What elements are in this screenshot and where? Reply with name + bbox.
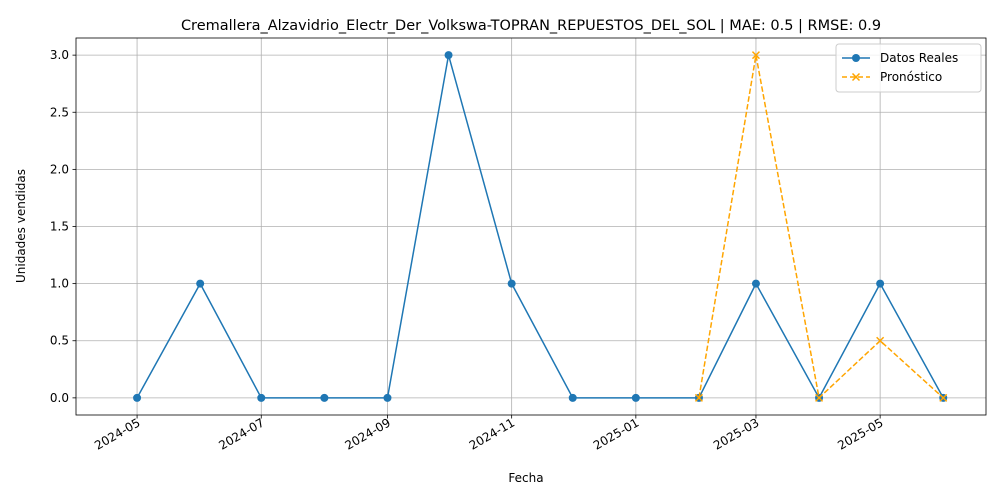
series <box>133 51 948 402</box>
legend: Datos Reales Pronóstico <box>835 43 982 93</box>
legend-marker-datos-reales <box>852 54 860 62</box>
data-point <box>320 393 329 402</box>
data-point <box>631 393 640 402</box>
data-point <box>876 279 885 288</box>
data-point <box>196 279 205 288</box>
legend-label-pronostico: Pronóstico <box>880 70 942 84</box>
data-point <box>257 393 266 402</box>
data-point <box>444 51 453 60</box>
y-tick-label: 0.5 <box>50 334 69 348</box>
data-point <box>568 393 577 402</box>
y-tick-label: 2.0 <box>50 162 69 176</box>
y-tick-label: 1.0 <box>50 277 69 291</box>
y-tick-label: 0.0 <box>50 391 69 405</box>
data-point <box>507 279 516 288</box>
data-point <box>751 279 760 288</box>
legend-label-datos-reales: Datos Reales <box>880 51 958 65</box>
chart-title: Cremallera_Alzavidrio_Electr_Der_Volkswa… <box>181 18 881 34</box>
series-line-0 <box>136 54 944 399</box>
forecast-point <box>876 336 885 345</box>
forecast-point <box>815 393 824 402</box>
data-point <box>383 393 392 402</box>
grid <box>76 38 986 415</box>
forecast-point <box>939 393 948 402</box>
y-tick-label: 1.5 <box>50 220 69 234</box>
y-axis-label: Unidades vendidas <box>14 169 28 283</box>
y-tick-label: 2.5 <box>50 105 69 119</box>
forecast-point <box>694 393 703 402</box>
forecast-point <box>751 51 760 60</box>
y-tick-label: 3.0 <box>50 48 69 62</box>
data-point <box>133 393 142 402</box>
legend-box <box>835 43 982 93</box>
legend-marker-pronostico <box>851 72 861 82</box>
x-axis-label: Fecha <box>508 471 543 485</box>
